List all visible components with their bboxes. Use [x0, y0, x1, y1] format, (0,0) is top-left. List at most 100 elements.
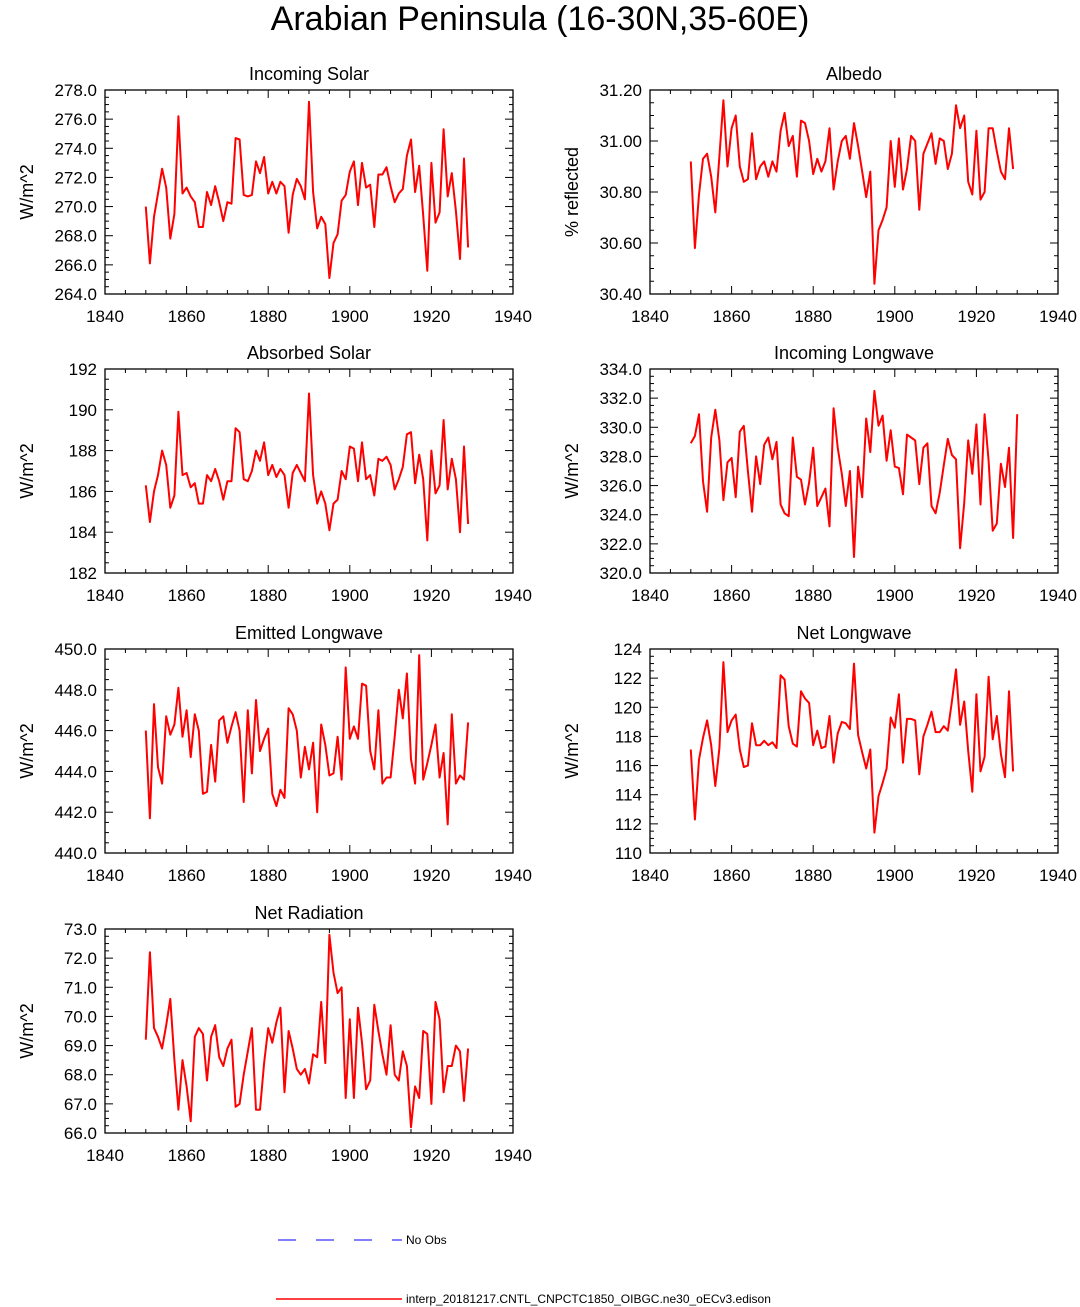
y-tick-label: 72.0 [64, 949, 97, 968]
panels: Incoming Solar W/m^2 1840 1860 1880 1900 1920 1… [17, 64, 1077, 1165]
x-tick-label: 1900 [331, 586, 369, 605]
x-tick-label: 1900 [331, 1146, 369, 1165]
x-tick-label: 1880 [249, 1146, 287, 1165]
x-tick-label: 1860 [168, 1146, 206, 1165]
x-tick-label: 1940 [494, 307, 532, 326]
series-line [689, 99, 1015, 285]
y-tick-label: 73.0 [64, 920, 97, 939]
y-tick-label: 190 [69, 401, 97, 420]
y-tick-label: 186 [69, 482, 97, 501]
x-tick-label: 1920 [412, 866, 450, 885]
y-tick-label: 268.0 [54, 227, 97, 246]
y-tick-label: 274.0 [54, 139, 97, 158]
x-tick-label: 1880 [249, 586, 287, 605]
x-tick-label: 1920 [957, 866, 995, 885]
x-tick-label: 1900 [876, 307, 914, 326]
y-tick-label: 266.0 [54, 256, 97, 275]
y-tick-label: 442.0 [54, 803, 97, 822]
x-tick-label: 1940 [1039, 866, 1077, 885]
chart-panel-7: Net Radiation W/m^2 1840 1860 1880 1900 1920 19… [17, 903, 532, 1165]
x-tick-label: 1840 [86, 866, 124, 885]
chart-panel-2: Albedo % reflected 1840 1860 1880 1900 1920 194… [562, 64, 1077, 326]
y-tick-label: 450.0 [54, 640, 97, 659]
y-tick-label: 334.0 [599, 360, 642, 379]
x-tick-label: 1940 [494, 866, 532, 885]
x-tick-label: 1840 [86, 1146, 124, 1165]
x-tick-label: 1840 [631, 586, 669, 605]
y-tick-label: 71.0 [64, 978, 97, 997]
x-tick-label: 1860 [168, 586, 206, 605]
panel-title: Net Longwave [796, 623, 911, 643]
y-tick-label: 68.0 [64, 1066, 97, 1085]
series-line [144, 392, 470, 542]
y-tick-label: 70.0 [64, 1007, 97, 1026]
y-tick-label: 322.0 [599, 535, 642, 554]
y-axis-label: W/m^2 [562, 443, 582, 498]
x-tick-label: 1920 [957, 307, 995, 326]
y-tick-label: 270.0 [54, 198, 97, 217]
y-tick-label: 69.0 [64, 1037, 97, 1056]
series-line [689, 389, 1019, 558]
x-tick-label: 1880 [794, 586, 832, 605]
panel-title: Incoming Solar [249, 64, 369, 84]
panel-title: Absorbed Solar [247, 343, 371, 363]
series-line [144, 100, 470, 279]
x-tick-label: 1840 [86, 307, 124, 326]
y-tick-label: 182 [69, 564, 97, 583]
y-tick-label: 30.80 [599, 183, 642, 202]
y-tick-label: 114 [615, 786, 642, 805]
panel-title: Incoming Longwave [774, 343, 934, 363]
x-tick-label: 1920 [957, 586, 995, 605]
x-tick-label: 1940 [494, 1146, 532, 1165]
y-tick-label: 448.0 [54, 681, 97, 700]
series-line [689, 661, 1015, 834]
y-tick-label: 332.0 [599, 389, 642, 408]
y-tick-label: 328.0 [599, 447, 642, 466]
x-tick-label: 1940 [494, 586, 532, 605]
x-tick-label: 1840 [86, 586, 124, 605]
y-tick-label: 30.40 [599, 285, 642, 304]
y-axis-label: W/m^2 [562, 723, 582, 778]
x-tick-label: 1900 [331, 866, 369, 885]
y-tick-label: 30.60 [599, 234, 642, 253]
y-tick-label: 192 [69, 360, 97, 379]
x-tick-label: 1860 [713, 866, 751, 885]
chart-panel-6: Net Longwave W/m^2 1840 1860 1880 1900 1920 194… [562, 623, 1077, 885]
y-axis-label: W/m^2 [17, 443, 37, 498]
x-tick-label: 1900 [876, 586, 914, 605]
panel-title: Albedo [826, 64, 882, 84]
y-axis-label: W/m^2 [17, 1003, 37, 1058]
legend: No Obs interp_20181217.CNTL_CNPCTC1850_O… [276, 1233, 771, 1306]
y-tick-label: 324.0 [599, 506, 642, 525]
figure-title: Arabian Peninsula (16-30N,35-60E) [271, 0, 810, 38]
y-tick-label: 122 [614, 669, 642, 688]
x-tick-label: 1860 [713, 586, 751, 605]
y-axis-label: W/m^2 [17, 164, 37, 219]
x-tick-label: 1880 [249, 307, 287, 326]
y-tick-label: 124 [614, 640, 642, 659]
x-tick-label: 1920 [412, 307, 450, 326]
y-tick-label: 276.0 [54, 110, 97, 129]
legend-obs-label: No Obs [406, 1233, 447, 1247]
x-tick-label: 1900 [876, 866, 914, 885]
chart-panel-5: Emitted Longwave W/m^2 1840 1860 1880 1900 192… [17, 623, 532, 885]
x-tick-label: 1860 [168, 307, 206, 326]
legend-model-label: interp_20181217.CNTL_CNPCTC1850_OIBGC.ne… [406, 1292, 771, 1306]
y-tick-label: 446.0 [54, 722, 97, 741]
y-tick-label: 120 [614, 698, 642, 717]
x-tick-label: 1900 [331, 307, 369, 326]
chart-panel-4: Incoming Longwave W/m^2 1840 1860 1880 1900 19… [562, 343, 1077, 605]
x-tick-label: 1860 [168, 866, 206, 885]
y-tick-label: 264.0 [54, 285, 97, 304]
plot-frame [649, 89, 1059, 295]
x-tick-label: 1880 [249, 866, 287, 885]
y-tick-label: 118 [615, 727, 642, 746]
y-tick-label: 278.0 [54, 81, 97, 100]
y-tick-label: 67.0 [64, 1095, 97, 1114]
y-tick-label: 188 [69, 442, 97, 461]
plot-frame [104, 648, 514, 854]
y-tick-label: 272.0 [54, 168, 97, 187]
plot-frame [104, 928, 514, 1134]
y-tick-label: 112 [615, 815, 642, 834]
